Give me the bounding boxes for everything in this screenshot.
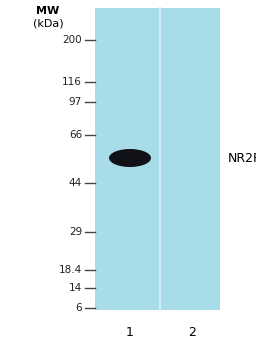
Text: 200: 200 bbox=[62, 35, 82, 45]
Text: 97: 97 bbox=[69, 97, 82, 107]
Text: MW: MW bbox=[36, 6, 60, 16]
Text: 6: 6 bbox=[75, 303, 82, 313]
Text: 14: 14 bbox=[69, 283, 82, 293]
Text: 1: 1 bbox=[126, 326, 134, 339]
Text: 66: 66 bbox=[69, 130, 82, 140]
Text: 2: 2 bbox=[188, 326, 196, 339]
Text: 18.4: 18.4 bbox=[59, 265, 82, 275]
Text: (kDa): (kDa) bbox=[33, 18, 63, 28]
Text: NR2F6: NR2F6 bbox=[228, 152, 256, 164]
Ellipse shape bbox=[109, 149, 151, 167]
Bar bbox=[95, 8, 220, 310]
Text: 116: 116 bbox=[62, 77, 82, 87]
Text: 44: 44 bbox=[69, 178, 82, 188]
Text: 29: 29 bbox=[69, 227, 82, 237]
